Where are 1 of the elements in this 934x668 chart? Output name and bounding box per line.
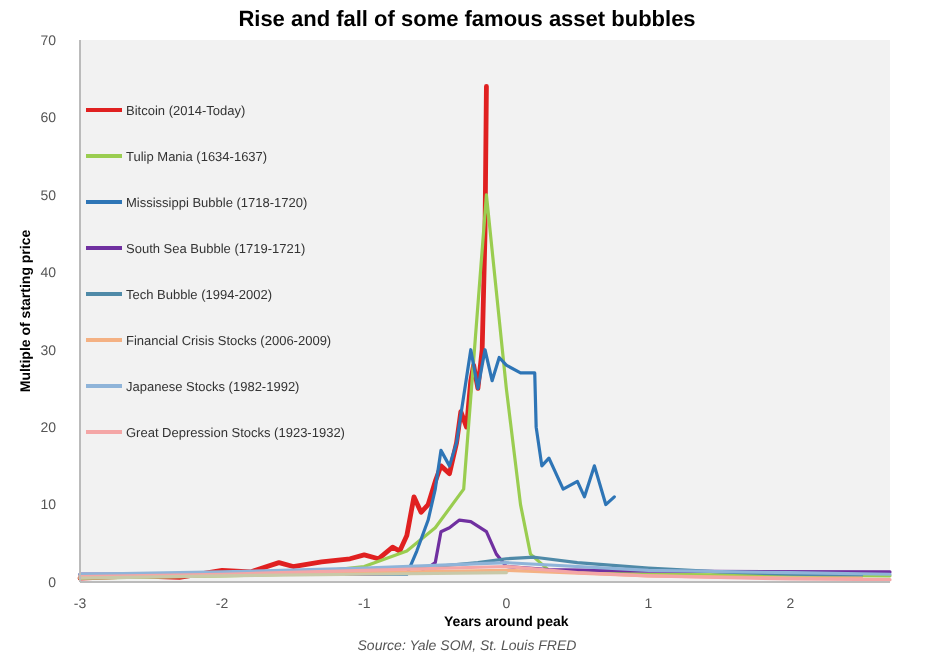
chart-title: Rise and fall of some famous asset bubbles: [238, 8, 696, 32]
